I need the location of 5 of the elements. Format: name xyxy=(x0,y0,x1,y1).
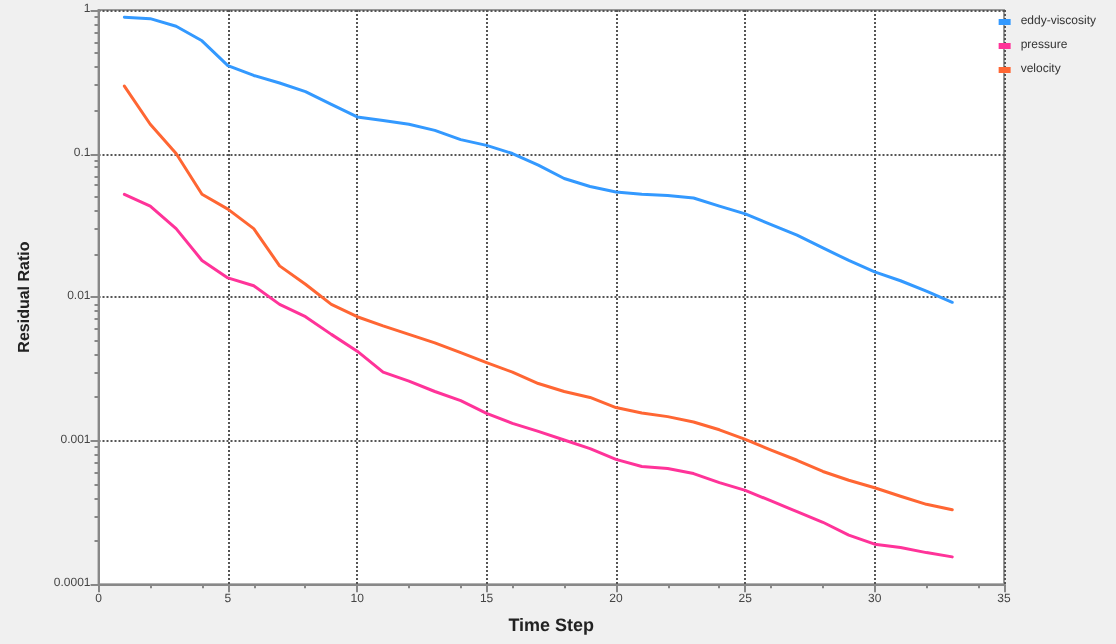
line-series xyxy=(122,192,954,559)
line-series xyxy=(122,15,954,304)
y-axis-title: Residual Ratio xyxy=(15,241,33,353)
x-axis-title: Time Step xyxy=(508,615,596,635)
line-series xyxy=(122,84,954,512)
